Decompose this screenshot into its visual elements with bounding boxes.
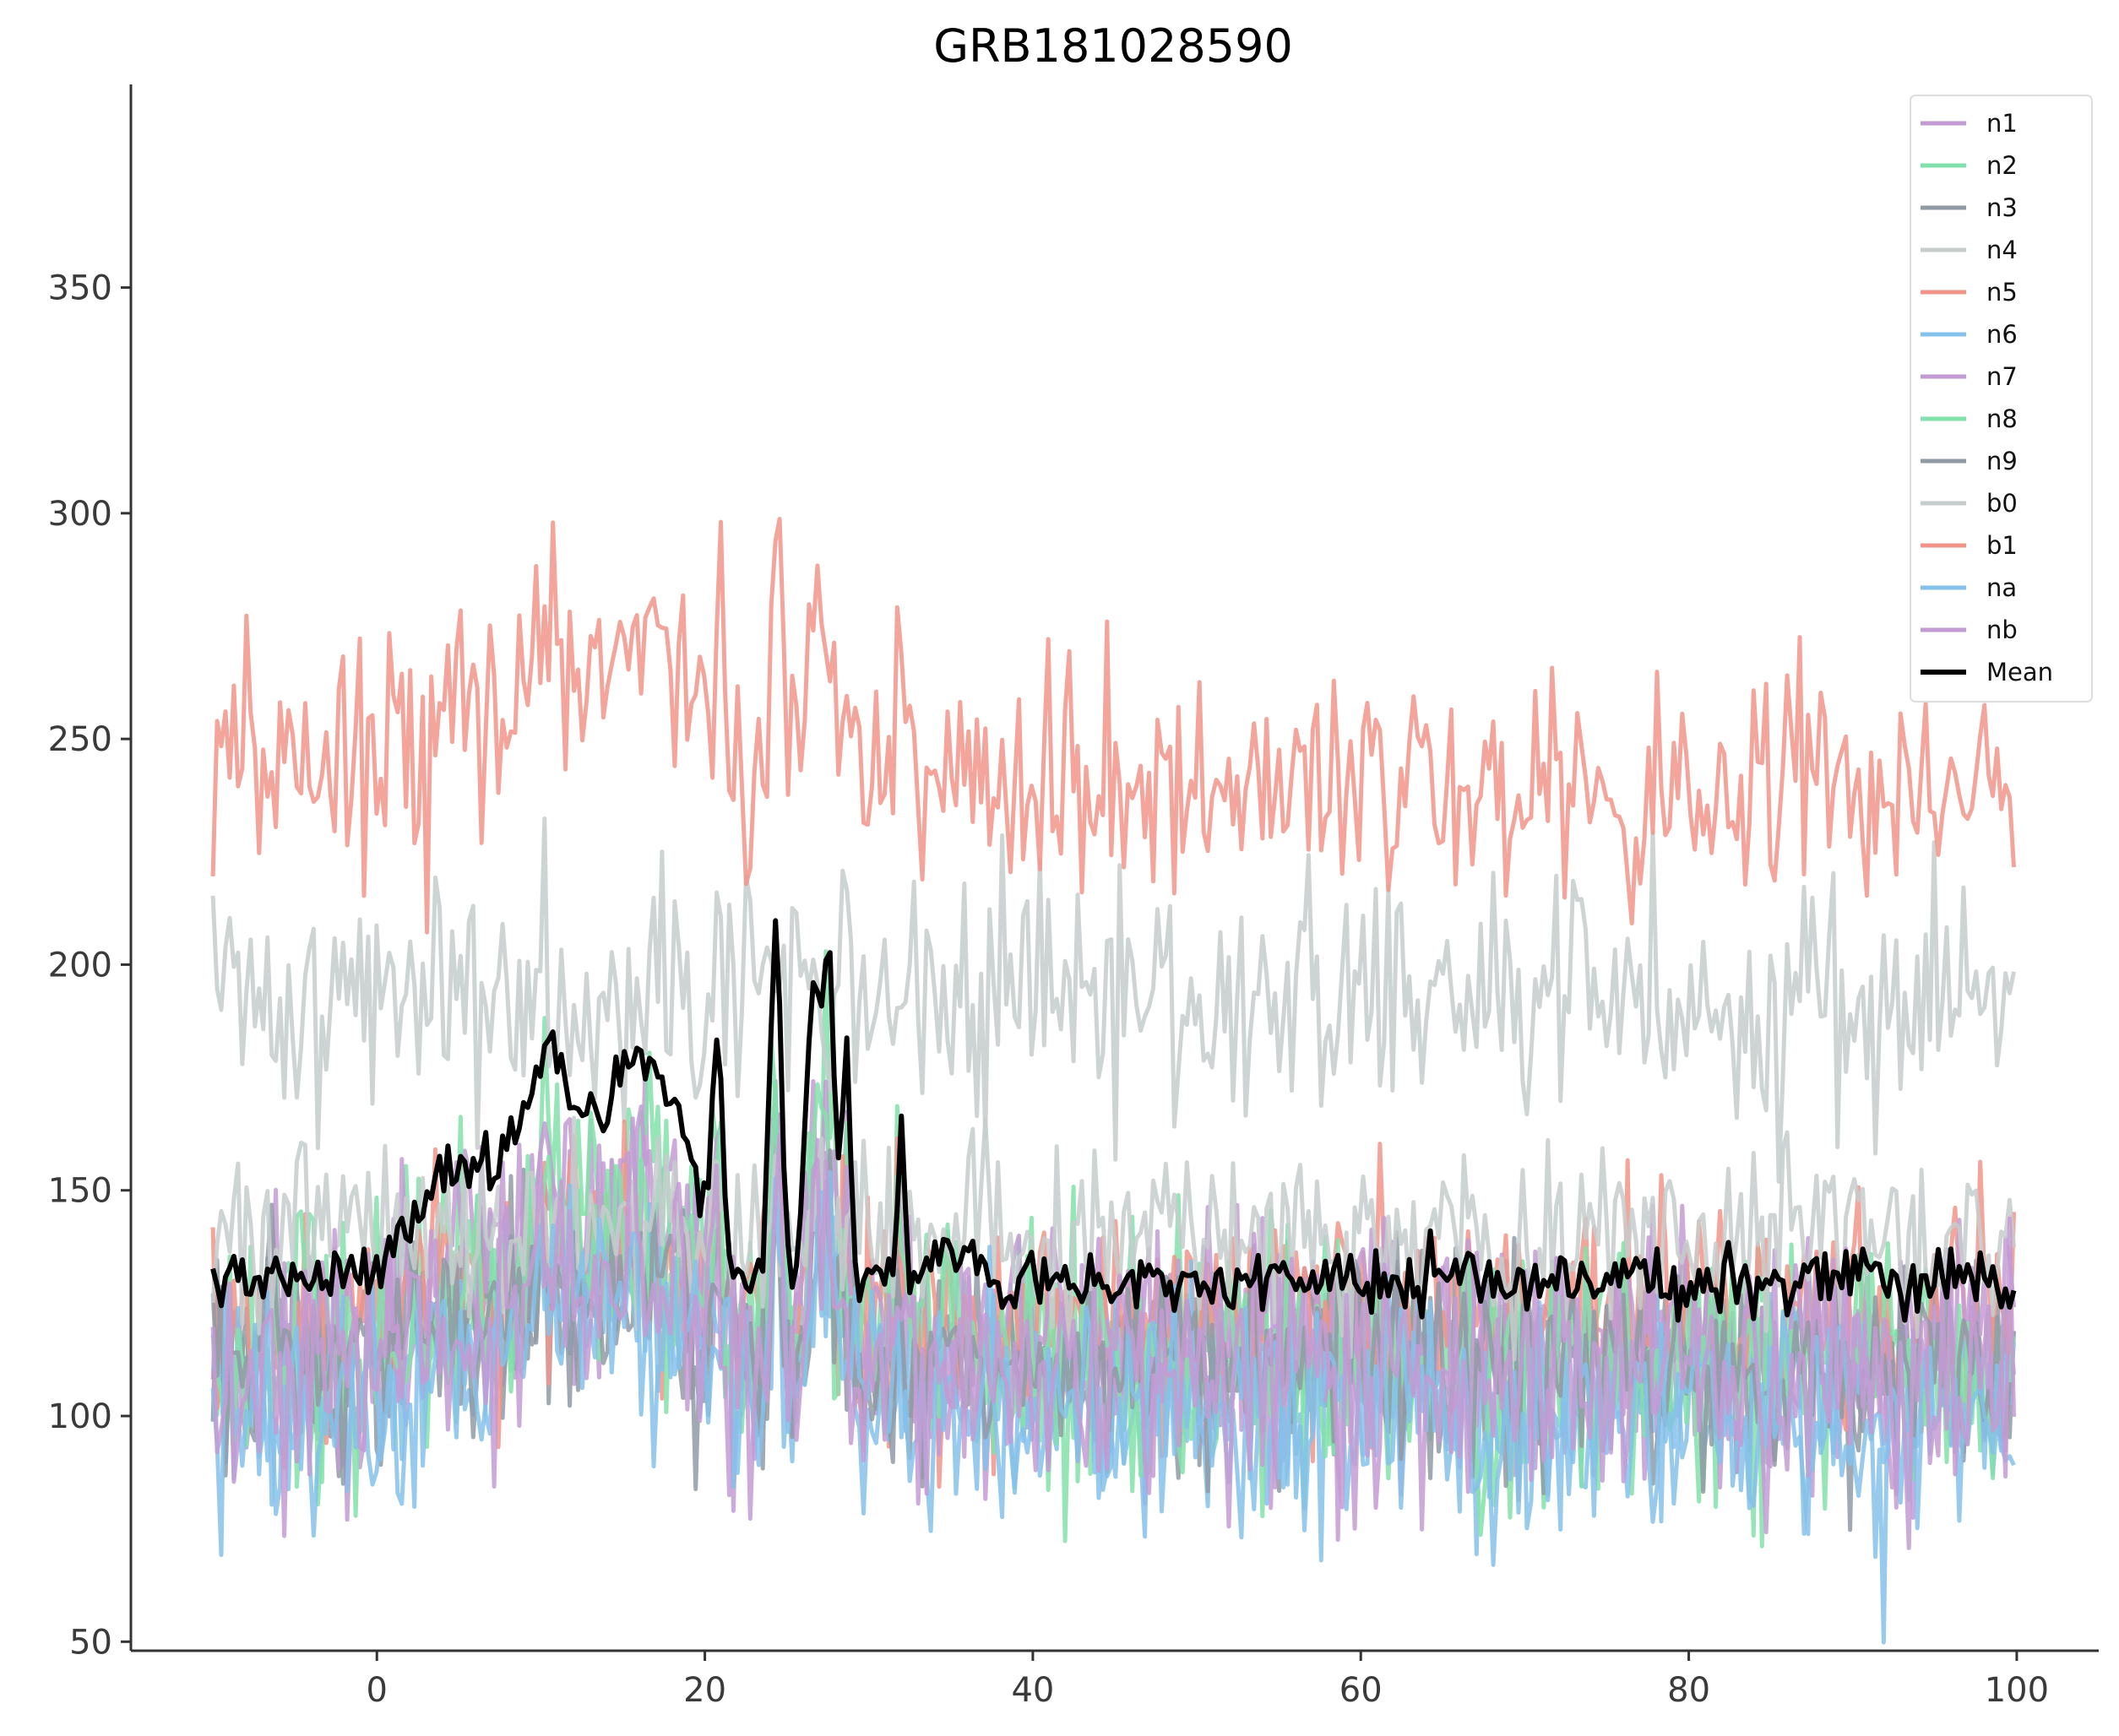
x-tick-label: 80 xyxy=(1667,1671,1710,1710)
legend-label-n8: n8 xyxy=(1986,404,2018,433)
x-tick-label: 0 xyxy=(367,1671,388,1710)
x-tick-label: 60 xyxy=(1339,1671,1383,1710)
y-tick-label: 50 xyxy=(69,1623,112,1662)
y-tick-label: 350 xyxy=(48,269,112,308)
x-tick-label: 40 xyxy=(1011,1671,1054,1710)
legend-label-n5: n5 xyxy=(1986,278,2018,307)
y-tick-label: 100 xyxy=(48,1397,112,1436)
series-line-b0 xyxy=(210,1115,2016,1362)
legend-label-mean: Mean xyxy=(1986,658,2053,686)
series-line-nb xyxy=(210,1116,2016,1550)
y-tick-label: 250 xyxy=(48,720,112,759)
legend-label-n7: n7 xyxy=(1986,362,2018,391)
legend-frame xyxy=(1910,95,2093,703)
legend-label-n4: n4 xyxy=(1986,236,2018,264)
axes: 0 20 40 60 80 100 50 100 150 200 250 300 350 xyxy=(48,84,2099,1710)
legend-label-b0: b0 xyxy=(1986,489,2018,518)
legend: n1 n2 n3 n4 n5 n6 n7 n8 n9 b0 b1 na nb Mean xyxy=(1910,95,2093,703)
legend-label-b1: b1 xyxy=(1986,531,2018,560)
x-tick-label: 100 xyxy=(1985,1671,2049,1710)
legend-label-n6: n6 xyxy=(1986,320,2018,349)
legend-label-n2: n2 xyxy=(1986,151,2018,180)
series-line-b1 xyxy=(210,517,2016,935)
legend-label-n3: n3 xyxy=(1986,193,2018,222)
series-layer xyxy=(210,517,2017,1645)
legend-label-nb: nb xyxy=(1986,616,2018,644)
series-line-mean xyxy=(210,918,2017,1323)
y-tick-label: 200 xyxy=(48,946,112,985)
legend-label-n1: n1 xyxy=(1986,109,2018,138)
legend-label-n9: n9 xyxy=(1986,447,2018,475)
chart-title: GRB181028590 xyxy=(933,19,1293,73)
series-line-n4 xyxy=(210,816,2016,1184)
x-tick-label: 20 xyxy=(683,1671,726,1710)
legend-label-na: na xyxy=(1986,573,2017,602)
y-tick-label: 300 xyxy=(48,495,112,534)
y-tick-label: 150 xyxy=(48,1172,112,1211)
